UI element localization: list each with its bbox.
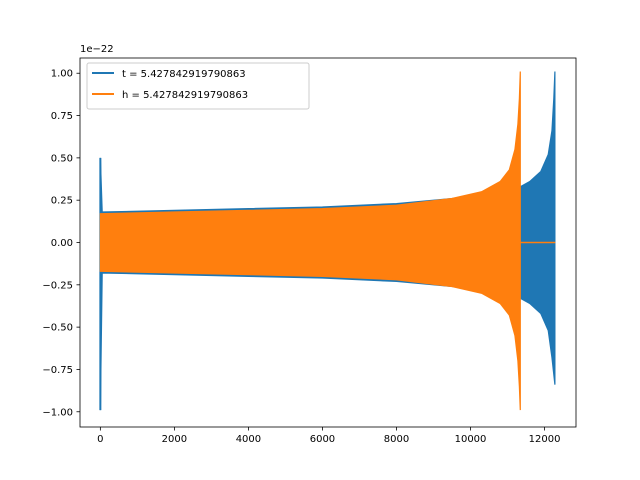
y-tick-label: −0.75 <box>42 365 73 376</box>
series-layer <box>99 71 556 411</box>
y-tick-label: −0.25 <box>42 280 73 291</box>
legend-label-h: h = 5.427842919790863 <box>122 90 248 101</box>
y-tick-label: 0.75 <box>51 111 73 122</box>
y-axis-ticks: 1.00 0.75 0.50 0.25 0.00 −0.25 −0.50 −0.75 −1.00 <box>42 69 80 418</box>
legend-box <box>86 62 310 110</box>
x-tick-label: 8000 <box>384 434 409 445</box>
x-tick-label: 2000 <box>162 434 187 445</box>
x-tick-label: 4000 <box>236 434 261 445</box>
y-axis-offset-label: 1e−22 <box>80 44 114 55</box>
x-tick-label: 10000 <box>455 434 487 445</box>
y-tick-label: 1.00 <box>51 69 73 80</box>
y-tick-label: −0.50 <box>42 323 73 334</box>
y-tick-label: 0.50 <box>51 153 73 164</box>
y-tick-label: −1.00 <box>42 407 73 418</box>
x-tick-label: 0 <box>97 434 103 445</box>
x-tick-label: 6000 <box>310 434 335 445</box>
x-axis-ticks: 0 2000 4000 6000 8000 10000 12000 <box>97 427 560 445</box>
y-tick-label: 0.25 <box>51 196 73 207</box>
y-tick-label: 0.00 <box>51 238 73 249</box>
legend-label-t: t = 5.427842919790863 <box>122 69 246 80</box>
legend: t = 5.427842919790863 h = 5.427842919790… <box>86 62 310 110</box>
series-h-waveform <box>99 71 521 411</box>
x-tick-label: 12000 <box>529 434 561 445</box>
